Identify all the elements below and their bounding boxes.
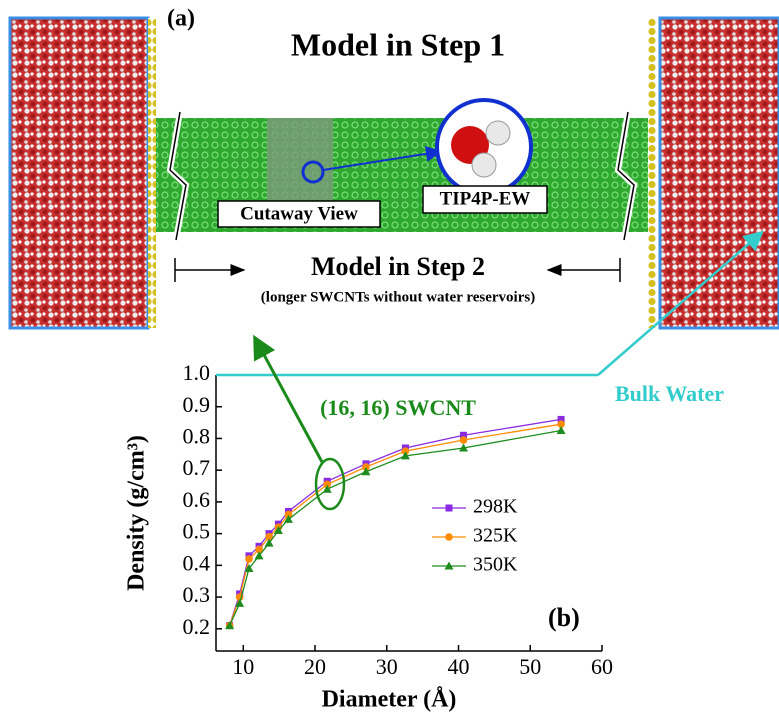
legend-label: 350K	[473, 554, 518, 576]
y-tick-label: 0.8	[183, 423, 211, 448]
step1-title: Model in Step 1	[291, 26, 505, 62]
graphene-wall	[148, 18, 156, 328]
bulk-annotation: Bulk Water	[615, 381, 724, 406]
legend-label: 325K	[473, 525, 518, 547]
x-tick-label: 10	[232, 654, 254, 679]
legend-label: 298K	[473, 496, 518, 518]
hydrogen	[472, 153, 496, 177]
y-tick-label: 0.4	[183, 550, 211, 575]
panel-label: (a)	[167, 6, 195, 32]
y-tick-label: 0.3	[183, 582, 211, 607]
cutaway	[267, 118, 333, 200]
x-tick-label: 30	[376, 654, 398, 679]
step2-subtitle: (longer SWCNTs without water reservoirs)	[261, 289, 535, 305]
y-tick-label: 0.7	[183, 455, 211, 480]
point	[460, 436, 468, 444]
x-axis-label: Diameter (Å)	[322, 687, 457, 713]
point	[245, 555, 253, 563]
legend-marker	[446, 505, 453, 512]
panel-label: (b)	[548, 603, 580, 632]
legend-marker	[445, 533, 453, 541]
x-tick-label: 40	[448, 654, 470, 679]
x-tick-label: 50	[519, 654, 541, 679]
hydrogen	[486, 121, 510, 145]
water-model-label: TIP4P-EW	[440, 188, 531, 209]
y-tick-label: 0.9	[183, 392, 211, 417]
tube-annotation: (16, 16) SWCNT	[320, 395, 476, 420]
graphene-wall	[648, 18, 656, 328]
water-reservoir	[10, 18, 148, 328]
point	[557, 426, 566, 434]
arrow	[256, 340, 322, 462]
y-tick-label: 0.5	[183, 519, 211, 544]
water-reservoir	[660, 18, 779, 328]
y-tick-label: 1.0	[183, 360, 211, 385]
y-tick-label: 0.6	[183, 487, 211, 512]
figure: Cutaway View TIP4P-EW (a) Model in Step …	[0, 0, 779, 716]
y-axis-label: Density (g/cm³)	[124, 435, 150, 591]
cutaway-label: Cutaway View	[240, 203, 358, 224]
x-tick-label: 60	[591, 654, 613, 679]
x-tick-label: 20	[304, 654, 326, 679]
step2-title: Model in Step 2	[311, 252, 485, 281]
schematic: Cutaway View TIP4P-EW (a) Model in Step …	[10, 6, 779, 329]
y-tick-label: 0.2	[183, 614, 211, 639]
